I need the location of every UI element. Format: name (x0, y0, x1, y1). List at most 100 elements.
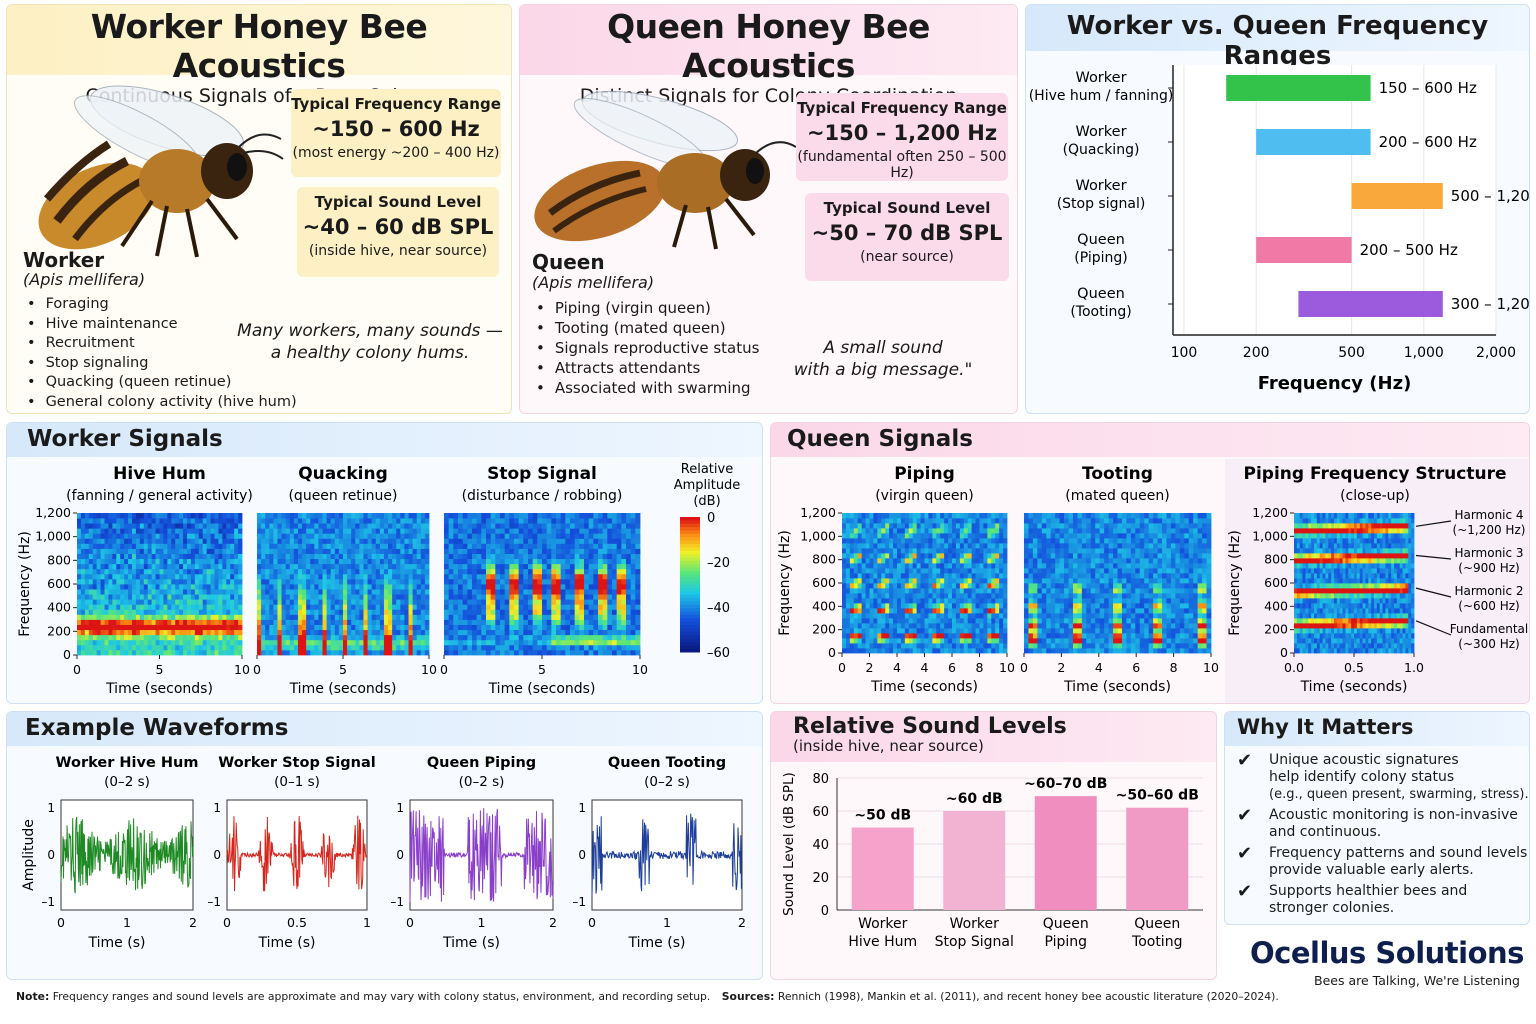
spectrogram-cell (302, 568, 307, 575)
spectrogram-cell (995, 528, 1000, 534)
queen-level-box-note: (near source) (860, 249, 954, 265)
spectrogram-cell (995, 513, 1000, 519)
spectrogram-cell (88, 594, 94, 600)
spectrogram-cell (420, 568, 426, 575)
spectrogram-cell (412, 573, 418, 580)
spectrogram-cell (556, 634, 562, 641)
spectrogram-cell (84, 634, 90, 641)
spectrogram-cell (486, 584, 492, 590)
spectrogram-cell (218, 619, 223, 625)
spectrogram-cell (143, 548, 149, 554)
spectrogram-cell (952, 633, 957, 639)
spectrogram-cell (612, 543, 618, 549)
spectrogram-cell (343, 589, 348, 595)
spectrogram-cell (261, 609, 266, 615)
spectrogram-cell (626, 523, 632, 529)
spectrogram-cell (955, 543, 961, 549)
spectrogram-cell (579, 533, 585, 539)
spectrogram-cell (574, 563, 580, 570)
spectrogram-cell (1003, 608, 1008, 614)
spectrogram-cell (584, 518, 590, 524)
spectrogram-cell (116, 614, 121, 620)
spectrogram-cell (92, 568, 98, 575)
spectrogram-cell (952, 528, 957, 534)
spectrogram-cell (261, 599, 266, 605)
spectrogram-cell (120, 513, 125, 519)
spectrogram-cell (963, 638, 969, 644)
spectrogram-cell (908, 563, 914, 569)
spectrogram-cell (128, 548, 133, 554)
spectrogram-cell (297, 568, 303, 575)
spectrogram-cell (214, 513, 219, 519)
spectrogram-cell (448, 634, 454, 641)
spectrogram-cell (936, 573, 941, 579)
spectrogram-cell (999, 573, 1004, 579)
spectrogram-cell (607, 599, 613, 605)
spectrogram-cell (462, 558, 468, 565)
spectrogram-cell (363, 568, 368, 575)
spectrogram-cell (509, 523, 515, 529)
spectrogram-cell (314, 624, 319, 631)
spectrogram-cell (523, 594, 529, 600)
spectrogram-cell (408, 644, 414, 651)
spectrogram-cell (869, 528, 874, 534)
spectrogram-cell (885, 578, 890, 584)
spectrogram-cell (375, 578, 381, 585)
spectrogram-cell (330, 639, 336, 646)
spectrogram-cell (416, 619, 422, 625)
spectrogram-cell (607, 528, 613, 534)
spectrogram-cell (135, 599, 141, 605)
colorbar-segment (680, 598, 700, 602)
spectrogram-cell (630, 604, 636, 610)
spectrogram-cell (375, 573, 381, 580)
spectrogram-cell (367, 619, 373, 625)
spectrogram-cell (338, 558, 344, 565)
spectrogram-cell (302, 634, 307, 641)
spectrogram-cell (999, 553, 1004, 559)
spectrogram-cell (979, 603, 984, 609)
spectrogram-cell (404, 523, 409, 529)
spectrogram-cell (338, 614, 344, 620)
spectrogram-cell (999, 518, 1004, 524)
spectrogram-cell (120, 629, 125, 636)
spectrogram-cell (222, 604, 227, 610)
spectrogram-cell (936, 528, 941, 534)
spectrogram-cell (904, 543, 910, 549)
spectrogram-cell (306, 644, 311, 651)
spectrogram-cell (416, 634, 422, 641)
spectrogram-cell (367, 543, 373, 549)
spectrogram-cell (424, 568, 430, 575)
spectrogram-cell (948, 583, 953, 589)
spectrogram-cell (171, 609, 176, 615)
spectrogram-cell (351, 563, 356, 570)
spectrogram-cell (289, 578, 295, 585)
spectrogram-cell (175, 589, 180, 595)
spectrogram-cell (523, 624, 529, 631)
spectrogram-cell (363, 553, 368, 560)
spectrogram-cell (269, 578, 274, 585)
spectrogram-cell (842, 568, 847, 574)
spectrogram-cell (908, 618, 914, 624)
spectrogram-cell (190, 589, 196, 595)
spectrogram-cell (108, 639, 113, 646)
spectrogram-cell (222, 589, 227, 595)
spectrogram-cell (80, 558, 86, 565)
spectrogram-cell (537, 578, 543, 585)
spectrogram-cell (593, 599, 599, 605)
spectrogram-cell (351, 599, 356, 605)
queen-bullet: Tooting (mated queen) (532, 318, 759, 338)
spectrogram-cell (476, 528, 482, 534)
spectrogram-cell (893, 583, 898, 589)
spectrogram-cell (486, 644, 492, 651)
colorbar-segment (680, 611, 700, 616)
spectrogram-cell (967, 618, 973, 624)
spectrogram-cell (514, 553, 520, 560)
spectrogram-cell (396, 599, 401, 605)
spectrogram-cell (198, 523, 204, 529)
spectrogram-cell (842, 523, 847, 529)
spectrogram-cell (210, 584, 215, 590)
spectrogram-cell (845, 648, 851, 654)
spectrogram-cell (955, 563, 961, 569)
spectrogram-cell (112, 639, 117, 646)
spectrogram-cell (616, 649, 622, 656)
